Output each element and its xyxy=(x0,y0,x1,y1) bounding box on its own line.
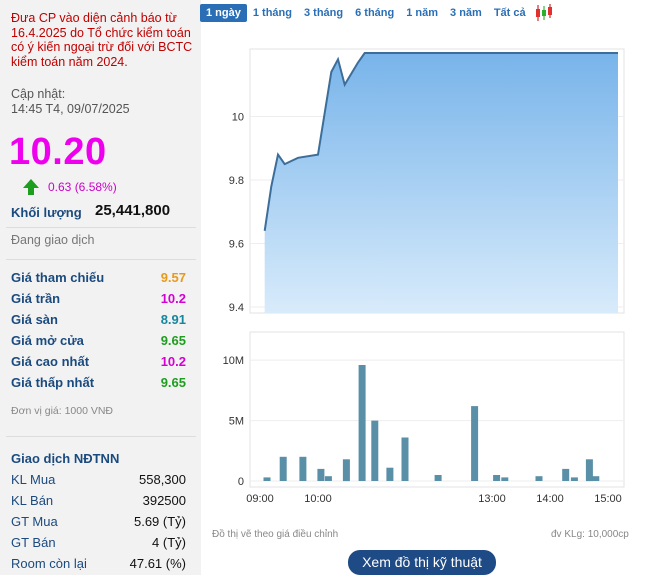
update-time: 14:45 T4, 09/07/2025 xyxy=(11,101,130,116)
price-tick-label: 9.8 xyxy=(229,175,244,187)
tab-3-years[interactable]: 3 năm xyxy=(450,7,482,19)
tab-1-year[interactable]: 1 năm xyxy=(406,7,439,19)
price-area xyxy=(264,53,618,313)
price-value: 9.57 xyxy=(160,270,186,285)
foreign-row: GT Bán 4 (Tỷ) xyxy=(11,535,186,550)
price-value: 10.2 xyxy=(160,291,186,306)
price-change: 0.63 (6.58%) xyxy=(22,178,117,196)
price-row-reference: Giá tham chiếu 9.57 xyxy=(11,270,186,290)
price-label: Giá tham chiếu xyxy=(11,270,105,285)
current-price: 10.20 xyxy=(9,131,107,173)
volume-bar xyxy=(471,406,479,481)
price-row-ceiling: Giá trần 10.2 xyxy=(11,291,186,311)
trading-status: Đang giao dịch xyxy=(11,233,95,247)
tab-all[interactable]: Tất cả xyxy=(493,7,526,19)
volume-tick-label: 5M xyxy=(229,416,244,428)
price-row-floor: Giá sàn 8.91 xyxy=(11,312,186,332)
volume-label: Khối lượng xyxy=(11,205,82,220)
volume-bar xyxy=(493,475,501,481)
up-arrow-icon xyxy=(23,179,39,195)
tab-3-months[interactable]: 3 tháng xyxy=(303,7,344,19)
price-value: 9.65 xyxy=(160,333,186,348)
volume-bar xyxy=(501,477,509,481)
volume-value: 25,441,800 xyxy=(95,202,171,219)
foreign-trading-title: Giao dịch NĐTNN xyxy=(11,451,120,466)
foreign-value: 5.69 (Tỷ) xyxy=(133,514,186,529)
price-value: 9.65 xyxy=(160,375,186,390)
volume-bar xyxy=(358,365,366,481)
chart-note-adjusted: Đồ thị vẽ theo giá điều chỉnh xyxy=(212,529,339,540)
price-row-low: Giá thấp nhất 9.65 xyxy=(11,375,186,395)
volume-bar xyxy=(342,459,350,482)
foreign-row: KL Bán 392500 xyxy=(11,493,186,508)
price-label: Giá sàn xyxy=(11,312,58,327)
volume-bar xyxy=(434,475,442,481)
volume-bar xyxy=(562,468,570,481)
volume-bar xyxy=(592,476,600,481)
volume-tick-label: 0 xyxy=(238,476,244,488)
foreign-row: Room còn lại 47.61 (%) xyxy=(11,556,186,571)
price-label: Giá thấp nhất xyxy=(11,375,95,390)
foreign-value: 392500 xyxy=(142,493,186,508)
foreign-label: KL Bán xyxy=(11,493,54,508)
volume-bar xyxy=(570,477,578,481)
volume-bar xyxy=(324,476,332,481)
price-tick-label: 9.6 xyxy=(229,239,244,251)
price-value: 8.91 xyxy=(160,312,186,327)
price-label: Giá cao nhất xyxy=(11,354,90,369)
tab-6-months[interactable]: 6 tháng xyxy=(355,7,395,19)
foreign-value: 4 (Tỷ) xyxy=(152,535,186,550)
volume-bar xyxy=(535,476,543,481)
timeframe-tabs: 1 ngày 1 tháng 3 tháng 6 tháng 1 năm 3 n… xyxy=(200,3,554,23)
time-tick-label: 09:00 xyxy=(246,493,274,505)
volume-bar xyxy=(263,477,271,481)
foreign-value: 47.61 (%) xyxy=(129,556,186,571)
volume-bar xyxy=(279,456,287,481)
foreign-label: GT Mua xyxy=(11,514,58,529)
price-row-open: Giá mở cửa 9.65 xyxy=(11,333,186,353)
divider xyxy=(6,259,196,260)
foreign-label: KL Mua xyxy=(11,472,56,487)
tab-1-day[interactable]: 1 ngày xyxy=(200,4,247,22)
time-tick-label: 15:00 xyxy=(594,493,622,505)
update-info: Cập nhật: 14:45 T4, 09/07/2025 xyxy=(11,87,130,116)
foreign-row: KL Mua 558,300 xyxy=(11,472,186,487)
volume-bar xyxy=(386,467,394,481)
chart-area: 9.4 9.6 9.8 10 0 5M 10M 09:00 10:00 13:00 14:00 15… xyxy=(223,48,625,505)
time-tick-label: 13:00 xyxy=(478,493,506,505)
change-value: 0.63 (6.58%) xyxy=(48,180,117,194)
time-tick-label: 10:00 xyxy=(304,493,332,505)
foreign-row: GT Mua 5.69 (Tỷ) xyxy=(11,514,186,529)
volume-plot-frame xyxy=(249,331,625,488)
price-line xyxy=(263,52,618,231)
unit-note: Đơn vị giá: 1000 VNĐ xyxy=(11,405,114,417)
price-tick-label: 10 xyxy=(232,112,244,124)
divider xyxy=(6,436,196,437)
technical-chart-button[interactable]: Xem đồ thị kỹ thuật xyxy=(348,550,496,575)
price-value: 10.2 xyxy=(160,354,186,369)
price-tick-label: 9.4 xyxy=(229,302,244,314)
divider xyxy=(6,227,196,228)
price-label: Giá mở cửa xyxy=(11,333,84,348)
volume-bar xyxy=(585,459,593,482)
stock-info-panel: Đưa CP vào diện cảnh báo từ 16.4.2025 do… xyxy=(0,0,201,575)
foreign-value: 558,300 xyxy=(139,472,186,487)
volume-bar xyxy=(401,437,409,481)
volume-tick-label: 10M xyxy=(223,355,244,367)
price-row-high: Giá cao nhất 10.2 xyxy=(11,354,186,374)
update-label: Cập nhật: xyxy=(11,87,66,101)
volume-unit-note: đv KLg: 10,000cp xyxy=(551,529,629,540)
candlestick-icon[interactable] xyxy=(534,4,554,22)
volume-bar xyxy=(371,420,379,481)
tab-1-month[interactable]: 1 tháng xyxy=(252,7,292,19)
foreign-label: Room còn lại xyxy=(11,556,87,571)
price-label: Giá trần xyxy=(11,291,61,306)
time-tick-label: 14:00 xyxy=(536,493,564,505)
volume-bar xyxy=(299,456,307,481)
warning-text: Đưa CP vào diện cảnh báo từ 16.4.2025 do… xyxy=(11,11,193,69)
foreign-label: GT Bán xyxy=(11,535,56,550)
volume-bar xyxy=(317,468,325,481)
